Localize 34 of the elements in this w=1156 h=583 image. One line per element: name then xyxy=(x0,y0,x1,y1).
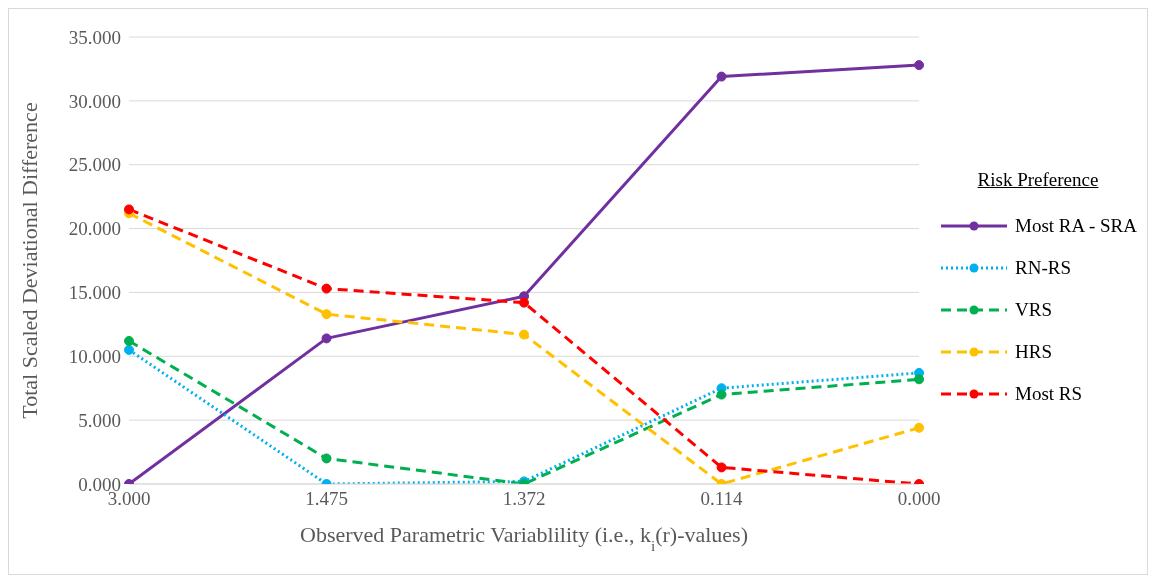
y-tick-label: 10.000 xyxy=(68,346,121,368)
point xyxy=(124,204,134,215)
legend-label: VRS xyxy=(1015,298,1053,321)
point xyxy=(914,60,925,71)
point xyxy=(914,422,925,433)
point xyxy=(124,335,134,346)
point xyxy=(321,309,332,320)
y-tick-label: 30.000 xyxy=(68,90,121,112)
point xyxy=(716,71,727,82)
point xyxy=(321,453,332,464)
point xyxy=(519,297,530,308)
legend-label: Most RA - SRA xyxy=(1015,214,1137,237)
point xyxy=(321,283,332,294)
x-tick-label: 0.114 xyxy=(700,488,744,510)
point xyxy=(124,344,134,355)
x-tick-label: 1.372 xyxy=(502,488,546,510)
point xyxy=(716,389,727,400)
point xyxy=(914,374,925,385)
legend-title: Risk Preference xyxy=(976,168,1100,191)
point xyxy=(716,462,727,473)
legend-label: Most RS xyxy=(1015,382,1083,405)
x-tick-label: 0.000 xyxy=(897,488,941,510)
y-axis-title: Total Scaled Deviational Difference xyxy=(16,102,42,419)
x-axis-title: Observed Parametric Variablility (i.e., k$_{i}$(r)-values) xyxy=(300,522,749,554)
point xyxy=(321,333,332,344)
x-tick-label: 1.475 xyxy=(305,488,348,510)
y-tick-label: 20.000 xyxy=(68,218,121,240)
y-tick-label: 15.000 xyxy=(68,282,121,304)
legend-label: RN-RS xyxy=(1015,256,1072,279)
y-tick-label: 25.000 xyxy=(68,154,121,176)
point xyxy=(519,329,530,340)
legend-label: HRS xyxy=(1015,340,1053,363)
y-tick-label: 5.000 xyxy=(78,409,121,431)
y-tick-label: 35.000 xyxy=(68,26,121,48)
